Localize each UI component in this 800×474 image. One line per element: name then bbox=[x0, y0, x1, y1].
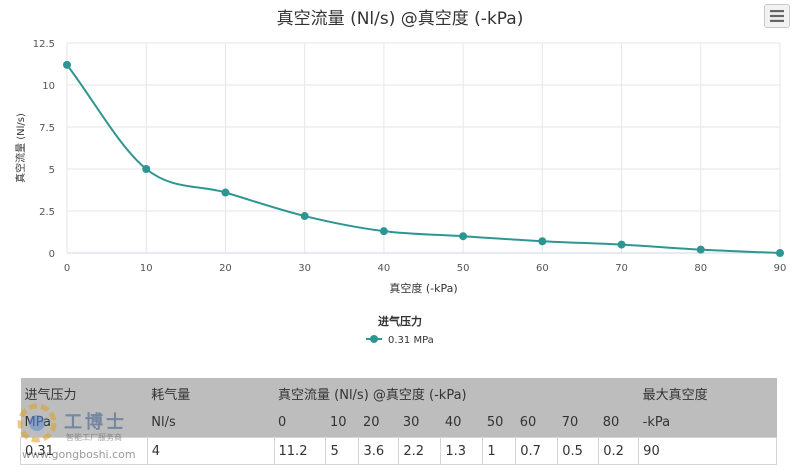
x-axis-title: 真空度 (-kPa) bbox=[389, 281, 457, 295]
table-cell: 0.7 bbox=[515, 437, 559, 465]
data-point bbox=[617, 240, 626, 249]
data-point bbox=[63, 60, 71, 69]
table-cell: 90 bbox=[638, 437, 777, 465]
y-tick-label: 7.5 bbox=[39, 123, 55, 134]
x-tick-label: 0 bbox=[64, 263, 70, 274]
table-cell: 3.6 bbox=[358, 437, 400, 465]
table-header-row: 进气压力 耗气量 真空流量 (Nl/s) @真空度 (-kPa) 最大真空度 bbox=[20, 378, 777, 408]
table-cell: 1.3 bbox=[440, 437, 484, 465]
subheader-cell: 10 bbox=[329, 415, 347, 430]
header-max-vacuum: 最大真空度 bbox=[642, 387, 708, 403]
data-point bbox=[221, 188, 230, 197]
subheader-cell: -kPa bbox=[642, 415, 671, 430]
subheader-cell: 70 bbox=[561, 415, 579, 430]
data-point bbox=[538, 237, 547, 246]
data-point bbox=[696, 245, 705, 254]
x-tick-label: 60 bbox=[536, 263, 549, 274]
chart: 真空流量 (Nl/s) @真空度 (-kPa) 0 2.5 5 7.5 10 12.5 0 1… bbox=[14, 4, 790, 346]
table-cell: 4 bbox=[146, 437, 275, 465]
table-cell: 0.2 bbox=[598, 437, 640, 465]
x-tick-label: 30 bbox=[298, 263, 311, 274]
table-row: 0.31 4 11.2 5 3.6 2.2 1.3 1 0.7 0.5 0.2 90 bbox=[20, 437, 777, 465]
y-tick-label: 2.5 bbox=[39, 207, 55, 218]
data-point bbox=[776, 249, 784, 257]
chart-menu-button[interactable] bbox=[764, 4, 790, 28]
table-subheader-row: MPa Nl/s 0 10 20 30 40 50 60 70 80 -kPa bbox=[20, 408, 777, 438]
x-tick-label: 70 bbox=[615, 263, 628, 274]
chart-plot: 0 2.5 5 7.5 10 12.5 0 10 20 30 40 50 60 70 80 90 真空度 (-k… bbox=[14, 39, 787, 346]
header-consumption: 耗气量 bbox=[151, 387, 191, 403]
y-tick-label: 5 bbox=[49, 165, 55, 176]
chart-title: 真空流量 (Nl/s) @真空度 (-kPa) bbox=[276, 9, 524, 29]
y-tick-label: 12.5 bbox=[33, 39, 55, 50]
series-line bbox=[66, 64, 781, 254]
table-cell: 1 bbox=[482, 437, 517, 465]
x-tick-label: 40 bbox=[378, 263, 391, 274]
y-tick-label: 0 bbox=[49, 249, 55, 260]
x-tick-label: 80 bbox=[694, 263, 707, 274]
table-cell: 5 bbox=[325, 437, 360, 465]
x-tick-label: 50 bbox=[457, 263, 470, 274]
subheader-cell: 80 bbox=[602, 415, 620, 430]
table-cell: 2.2 bbox=[398, 437, 442, 465]
x-tick-label: 20 bbox=[219, 263, 232, 274]
data-point bbox=[459, 232, 468, 241]
subheader-cell: MPa bbox=[24, 415, 51, 430]
y-tick-label: 10 bbox=[42, 81, 55, 92]
legend-title: 进气压力 bbox=[378, 314, 422, 328]
subheader-cell: 40 bbox=[444, 415, 462, 430]
subheader-cell: 30 bbox=[402, 415, 420, 430]
subheader-cell: 60 bbox=[519, 415, 537, 430]
table-cell: 0.5 bbox=[557, 437, 600, 465]
subheader-cell: Nl/s bbox=[151, 415, 176, 430]
header-pressure: 进气压力 bbox=[24, 387, 77, 403]
hamburger-menu-icon bbox=[770, 7, 784, 26]
subheader-cell: 50 bbox=[486, 415, 504, 430]
legend-marker-icon bbox=[370, 335, 378, 343]
x-tick-label: 90 bbox=[774, 263, 787, 274]
data-point bbox=[300, 212, 309, 221]
table-cell: 11.2 bbox=[273, 437, 327, 465]
table-cell: 0.31 bbox=[20, 437, 148, 465]
header-flow: 真空流量 (Nl/s) @真空度 (-kPa) bbox=[278, 387, 467, 403]
x-tick-label: 10 bbox=[140, 263, 153, 274]
subheader-cell: 0 bbox=[278, 415, 287, 430]
legend-item: 0.31 MPa bbox=[388, 335, 434, 346]
subheader-cell: 20 bbox=[362, 415, 380, 430]
y-axis-title: 真空流量 (Nl/s) bbox=[14, 113, 27, 183]
spec-table: 进气压力 耗气量 真空流量 (Nl/s) @真空度 (-kPa) 最大真空度 M… bbox=[20, 378, 777, 465]
data-point bbox=[142, 165, 151, 173]
data-point bbox=[379, 227, 388, 236]
